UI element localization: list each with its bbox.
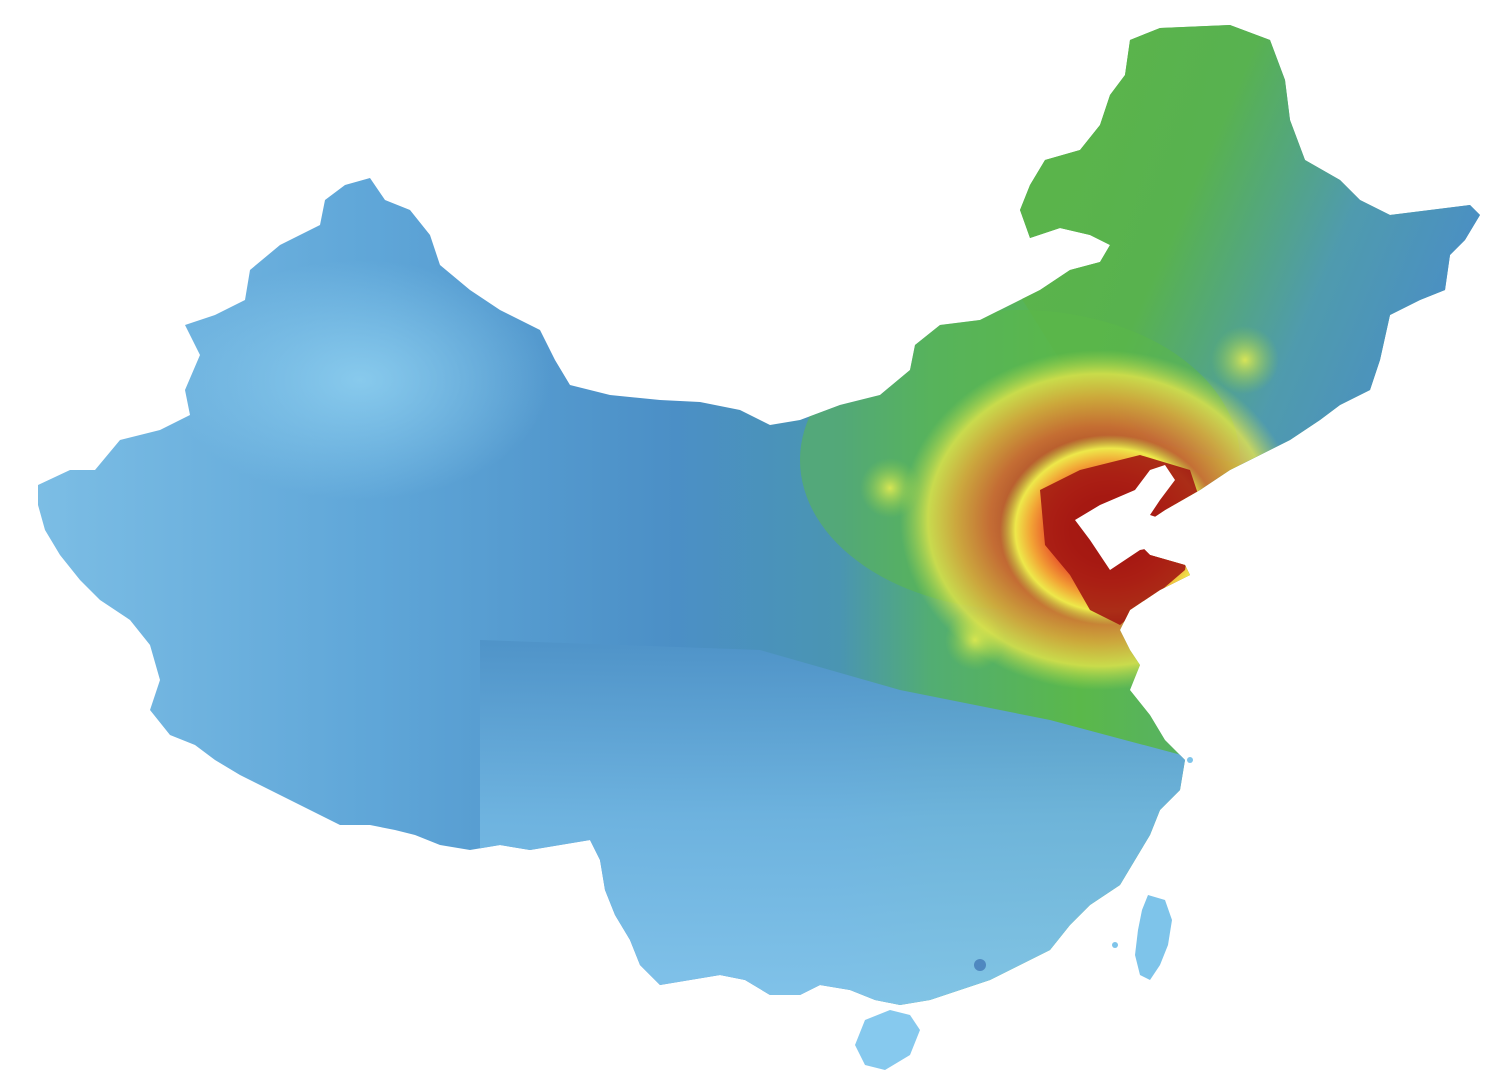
taiwan-island <box>1135 895 1172 980</box>
bohai-sea-gap <box>1075 465 1195 570</box>
coastal-island <box>1187 757 1193 763</box>
coastal-island <box>1112 942 1118 948</box>
coastal-island <box>974 959 986 971</box>
hainan-island <box>855 1010 920 1070</box>
